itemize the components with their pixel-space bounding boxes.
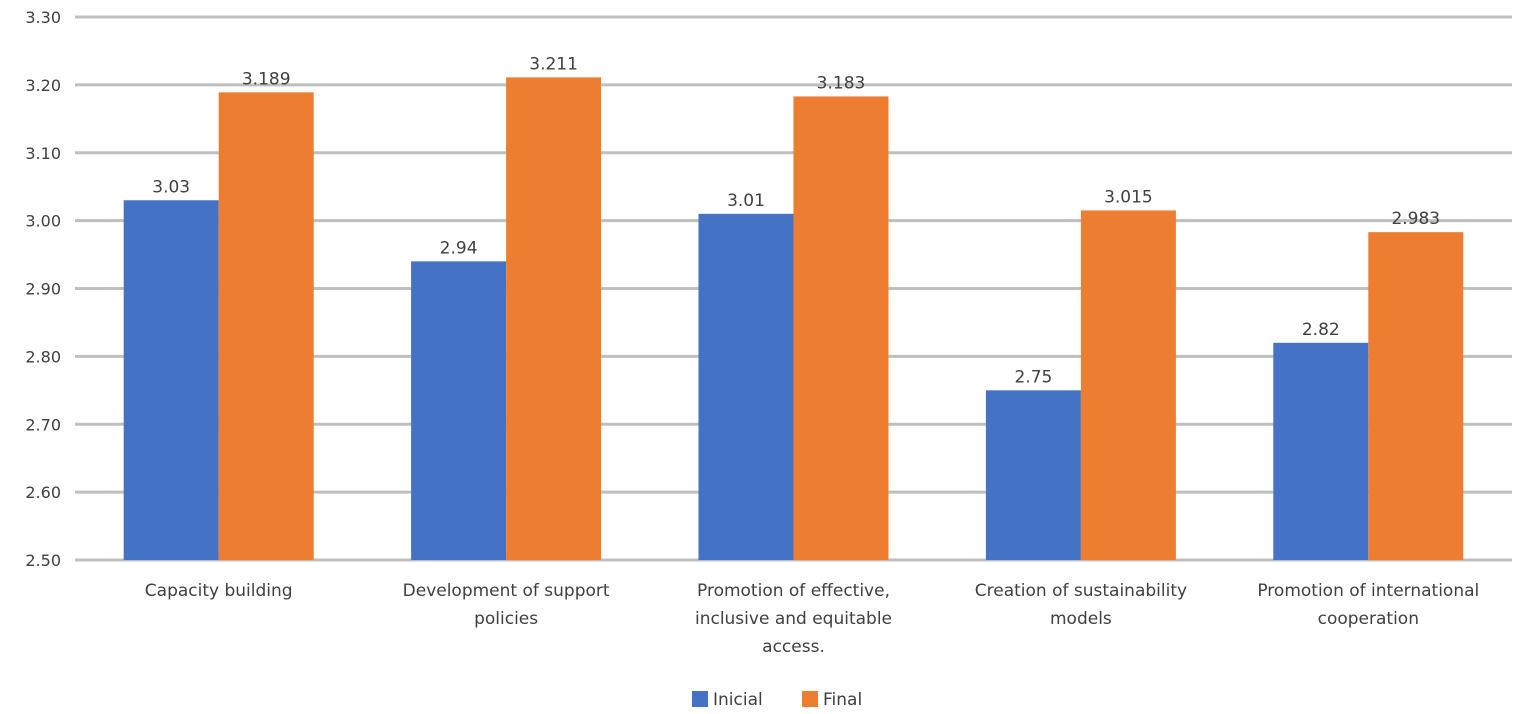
x-tick-label: Creation of sustainability models xyxy=(975,581,1187,629)
legend-swatch-final xyxy=(802,691,818,707)
data-label: 3.211 xyxy=(529,54,578,74)
x-tick-label-line: models xyxy=(1050,609,1112,629)
x-tick-label-line: Capacity building xyxy=(145,581,293,601)
bar-inicial xyxy=(123,200,219,560)
y-tick-label: 2.80 xyxy=(25,347,61,366)
x-tick-label-line: Creation of sustainability xyxy=(975,581,1187,601)
x-tick-label-line: policies xyxy=(474,609,538,629)
data-label: 3.183 xyxy=(817,73,866,93)
y-tick-label: 3.20 xyxy=(25,76,61,95)
data-label: 3.01 xyxy=(727,191,765,211)
y-tick-label: 2.50 xyxy=(25,551,61,570)
bar-final xyxy=(218,92,314,560)
data-label: 3.189 xyxy=(242,69,291,89)
data-label: 2.94 xyxy=(440,238,478,258)
y-tick-label: 2.70 xyxy=(25,415,61,434)
bar-inicial xyxy=(411,261,507,560)
data-label: 3.015 xyxy=(1104,187,1153,207)
x-tick-label-line: cooperation xyxy=(1318,609,1419,629)
bar-inicial xyxy=(1273,342,1369,560)
x-tick-label: Development of support policies xyxy=(403,581,610,629)
x-tick-label: Capacity building xyxy=(145,581,293,601)
bar-final xyxy=(506,77,602,560)
x-tick-label-line: access. xyxy=(762,637,825,657)
x-axis: Capacity building Development of support p… xyxy=(145,581,1479,657)
y-tick-label: 3.00 xyxy=(25,212,61,231)
y-tick-label: 3.30 xyxy=(25,8,61,27)
bar-final xyxy=(1080,210,1176,560)
legend-swatch-inicial xyxy=(692,691,708,707)
x-tick-label-line: Promotion of effective, xyxy=(697,581,890,601)
x-tick-label-line: inclusive and equitable xyxy=(695,609,892,629)
x-tick-label: Promotion of effective, inclusive and equ… xyxy=(695,581,892,657)
data-labels: 3.03 3.189 2.94 3.211 3.01 3.183 2.75 3.015 2.82… xyxy=(152,54,1440,387)
bars xyxy=(123,77,1464,560)
bar-final xyxy=(793,96,889,560)
bar-final xyxy=(1368,232,1464,560)
legend-label-inicial: Inicial xyxy=(713,690,763,710)
data-label: 3.03 xyxy=(152,177,190,197)
data-label: 2.983 xyxy=(1391,209,1440,229)
y-axis: 2.50 2.60 2.70 2.80 2.90 3.00 3.10 3.20 3.30 xyxy=(25,8,61,570)
bar-inicial xyxy=(985,390,1081,560)
x-tick-label-line: Promotion of international xyxy=(1257,581,1479,601)
data-label: 2.75 xyxy=(1014,367,1052,387)
y-tick-label: 3.10 xyxy=(25,144,61,163)
legend: Inicial Final xyxy=(692,690,862,710)
y-tick-label: 2.60 xyxy=(25,483,61,502)
y-tick-label: 2.90 xyxy=(25,280,61,299)
legend-label-final: Final xyxy=(823,690,862,710)
x-tick-label: Promotion of international cooperation xyxy=(1257,581,1479,629)
bar-inicial xyxy=(698,213,794,560)
x-tick-label-line: Development of support xyxy=(403,581,610,601)
data-label: 2.82 xyxy=(1302,320,1340,340)
